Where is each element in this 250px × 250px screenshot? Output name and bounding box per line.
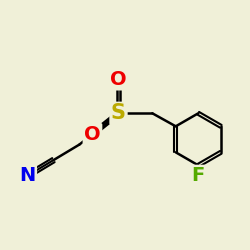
Text: O: O [84, 124, 101, 144]
Text: S: S [111, 103, 126, 123]
Text: N: N [19, 166, 36, 185]
Text: F: F [192, 166, 205, 185]
Text: O: O [110, 70, 127, 89]
